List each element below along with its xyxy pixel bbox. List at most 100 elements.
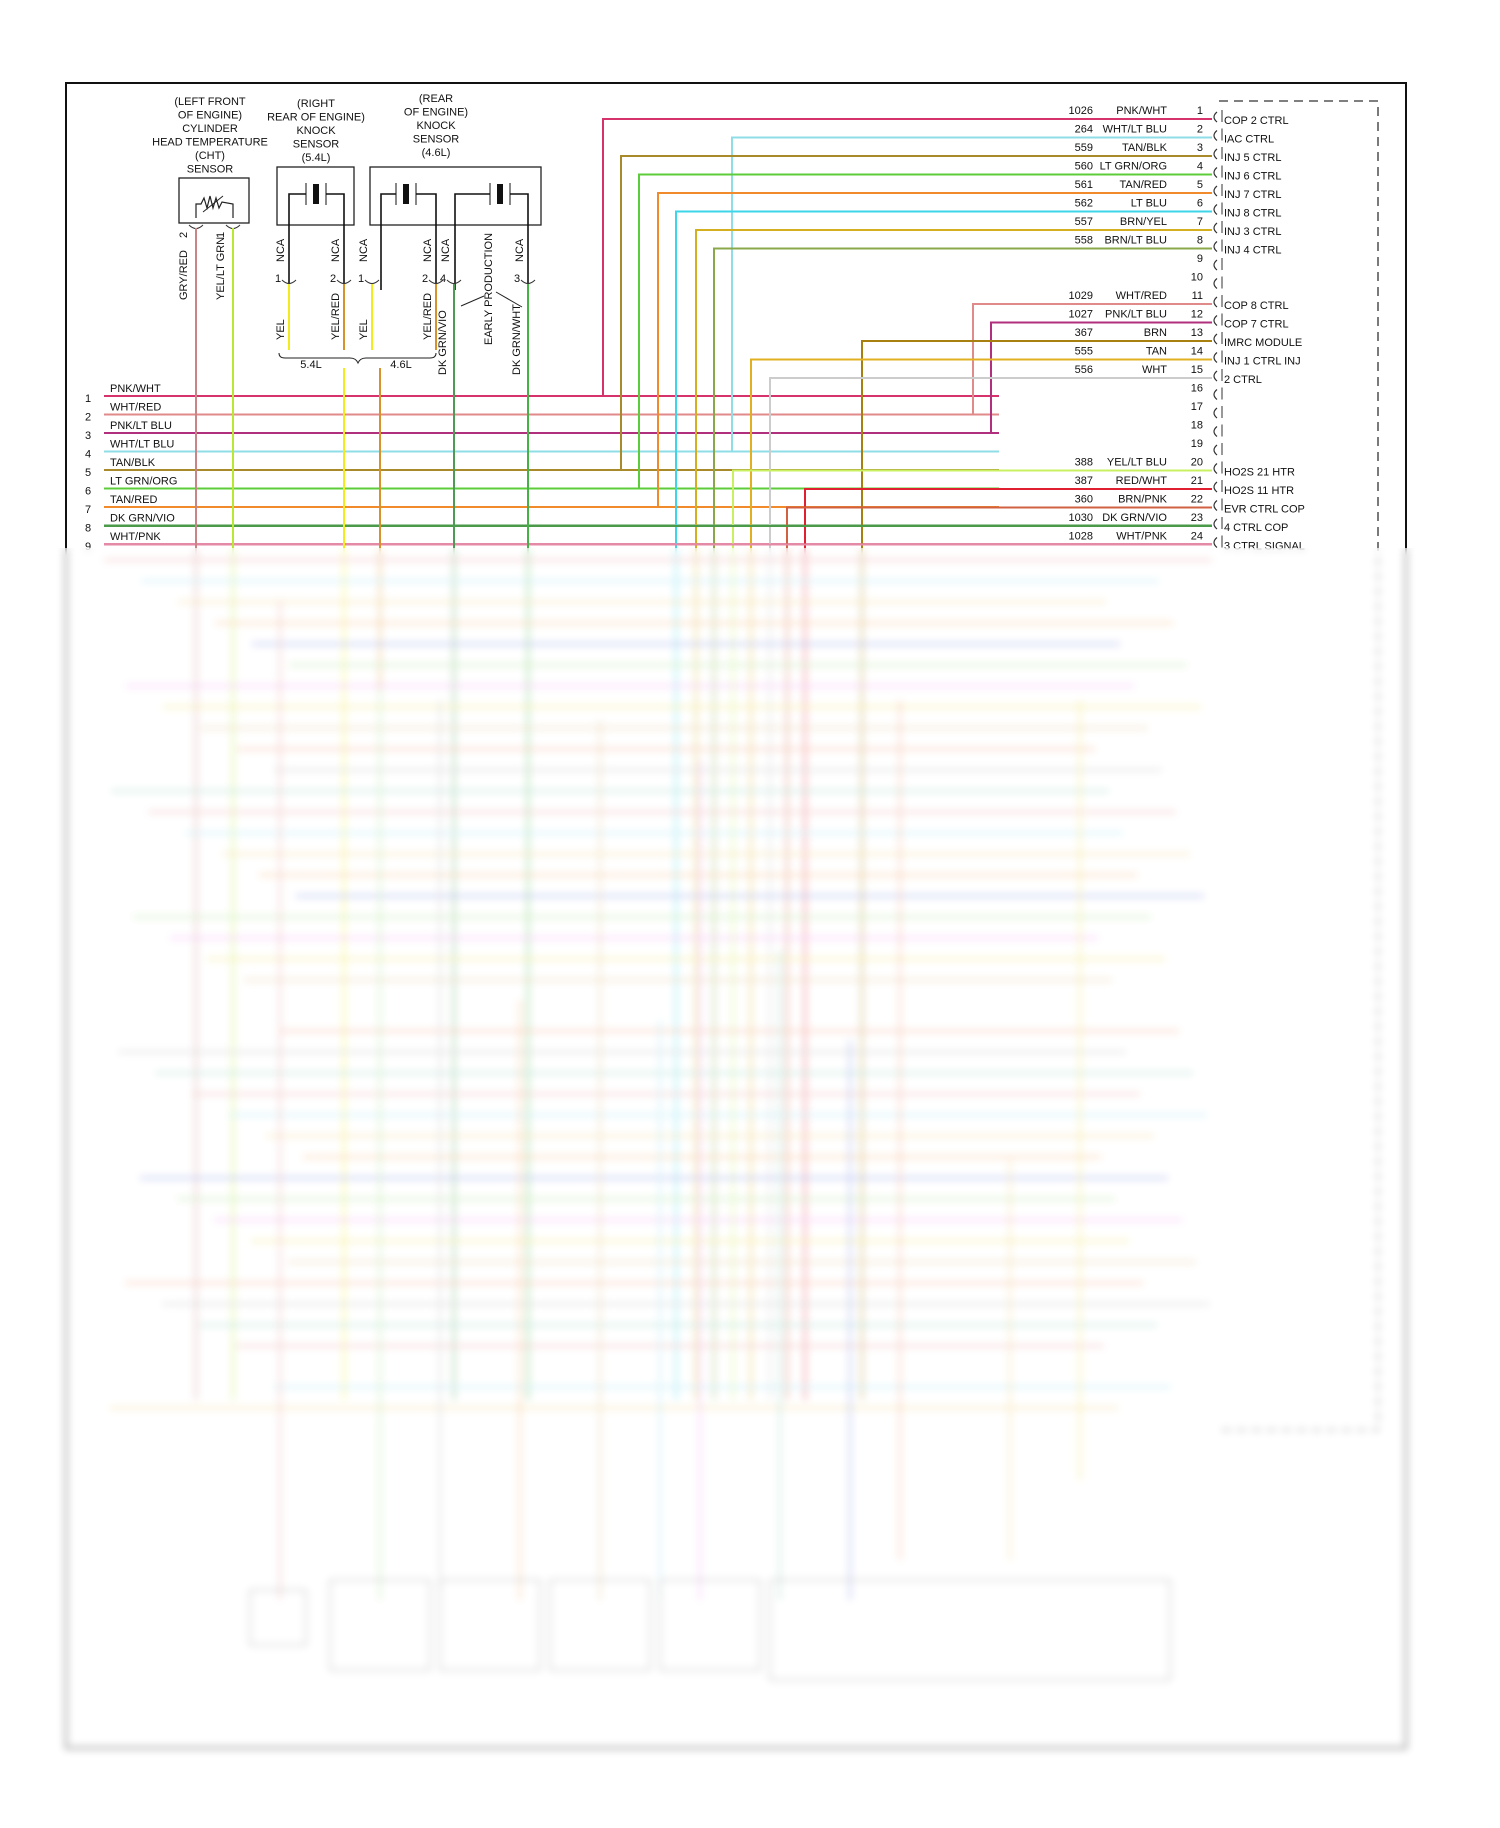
left-pin-number: 8	[85, 523, 91, 535]
left-pin-number: 9	[85, 541, 91, 553]
knock-4.6l-piezo-a-lead	[380, 193, 396, 290]
pcm-pin-number: 23	[1191, 512, 1203, 524]
sensor-title-line: SENSOR	[293, 139, 340, 151]
knock-wire-label: YEL	[358, 319, 370, 340]
pcm-wire-color-label: BRN/PNK	[1118, 494, 1168, 506]
pcm-pin-number: 2	[1197, 124, 1203, 136]
pcm-wire-color-label: BRN/YEL	[1120, 216, 1167, 228]
sensor-title-line: SENSOR	[413, 134, 460, 146]
left-wire-color-label: WHT/LT BLU	[110, 439, 174, 451]
connector-pin-icon	[1213, 407, 1218, 419]
circuit-number: 387	[1075, 475, 1093, 487]
pcm-pin-function: HO2S 21 HTR	[1224, 467, 1295, 479]
pcm-pin-number: 7	[1197, 216, 1203, 228]
sensor-title-line: (4.6L)	[422, 147, 451, 159]
pcm-wire-3	[620, 155, 1212, 470]
sensor-title-line: (LEFT FRONT	[174, 96, 246, 108]
connector-pin-icon	[281, 279, 297, 284]
pcm-pin-number: 6	[1197, 198, 1203, 210]
connector-pin-icon	[225, 224, 241, 229]
arrow-icon	[460, 295, 485, 307]
left-pin-number: 7	[85, 504, 91, 516]
connector-pin-icon	[1213, 370, 1218, 382]
pcm-pin-number: 22	[1191, 494, 1203, 506]
knock-sensor-5.4l-box	[276, 166, 355, 226]
knock-5.4l-piezo-lead	[288, 193, 306, 290]
pcm-pin-number: 11	[1192, 290, 1203, 302]
connector-pin-icon	[1213, 148, 1218, 160]
pcm-pin-function: INJ 8 CTRL	[1224, 208, 1281, 220]
cht-wire-label: GRY/RED	[178, 250, 190, 300]
pcm-pin-number: 1	[1197, 105, 1203, 117]
left-pin-number: 4	[85, 449, 91, 461]
connector-pin-icon	[1213, 167, 1218, 178]
knock-pin-number: 3	[514, 273, 520, 285]
circuit-number: 561	[1075, 179, 1093, 191]
connector-pin-icon	[1213, 481, 1218, 493]
connector-pin-icon	[1213, 185, 1218, 197]
knock-wire-label: DK GRN/WHT	[511, 304, 523, 375]
nca-label: NCA	[422, 238, 434, 262]
connector-pin-icon	[1213, 259, 1218, 271]
nca-label: NCA	[275, 238, 287, 262]
pcm-wire-color-label: TAN/RED	[1120, 179, 1168, 191]
sensor-title-line: OF ENGINE)	[178, 110, 242, 122]
pcm-pin-number: 12	[1191, 309, 1203, 321]
pcm-pin-function: INJ 1 CTRL INJ	[1224, 356, 1301, 368]
knock-pin-number: 4	[440, 273, 446, 285]
pcm-pin-number: 19	[1191, 438, 1203, 450]
sensor-title-line: (5.4L)	[302, 152, 331, 164]
brace-label-5.4l: 5.4L	[300, 359, 321, 371]
pcm-pin-function: COP 2 CTRL	[1224, 115, 1289, 127]
sensor-title-line: KNOCK	[296, 125, 336, 137]
circuit-number: 1030	[1069, 512, 1093, 524]
pcm-pin-function: 4 CTRL COP	[1224, 522, 1288, 534]
pcm-pin-number: 3	[1197, 142, 1203, 154]
pcm-pin-number: 20	[1191, 457, 1203, 469]
knock-4.6l-piezo-a-crystal-icon	[403, 184, 409, 204]
pcm-pin-number: 21	[1191, 475, 1203, 487]
circuit-number: 388	[1075, 457, 1093, 469]
pcm-pin-number: 14	[1191, 346, 1203, 358]
circuit-number: 560	[1075, 161, 1093, 173]
circuit-number: 360	[1075, 494, 1093, 506]
circuit-number: 557	[1075, 216, 1093, 228]
pcm-wire-1	[602, 118, 1212, 396]
pcm-wire-color-label: WHT/RED	[1116, 290, 1167, 302]
pcm-wire-color-label: TAN	[1146, 346, 1167, 358]
pcm-pin-number: 17	[1191, 401, 1203, 413]
left-wire-color-label: WHT/RED	[110, 402, 161, 414]
connector-pin-icon	[1213, 315, 1218, 326]
knock-wire-label: YEL/RED	[330, 293, 342, 340]
pcm-wire-color-label: YEL/LT BLU	[1107, 457, 1167, 469]
nca-label: NCA	[440, 238, 452, 262]
sensor-title-line: (REAR	[419, 93, 453, 105]
pcm-pin-function: INJ 5 CTRL	[1224, 152, 1281, 164]
circuit-number: 1028	[1069, 531, 1093, 543]
circuit-number: 556	[1075, 364, 1093, 376]
connector-pin-icon	[336, 279, 352, 284]
knock-4.6l-piezo-b-crystal-icon	[497, 184, 503, 204]
circuit-number: 1027	[1069, 309, 1093, 321]
connector-pin-icon	[188, 224, 204, 229]
pcm-wire-color-label: PNK/LT BLU	[1105, 309, 1167, 321]
left-wire-color-label: PNK/WHT	[110, 383, 161, 395]
left-wire-color-label: DK GRN/VIO	[110, 513, 175, 525]
pcm-pin-number: 16	[1191, 383, 1203, 395]
connector-pin-icon	[364, 279, 380, 284]
pcm-wire-color-label: DK GRN/VIO	[1102, 512, 1167, 524]
pcm-wire-color-label: WHT/PNK	[1116, 531, 1167, 543]
connector-pin-icon	[1213, 130, 1218, 141]
pcm-wire-2	[731, 136, 1212, 452]
circuit-number: 367	[1075, 327, 1093, 339]
pcm-pin-function: EVR CTRL COP	[1224, 504, 1305, 516]
sensor-title-line: (CHT)	[195, 150, 225, 162]
nca-label: NCA	[330, 238, 342, 262]
pcm-pin-function: INJ 3 CTRL	[1224, 226, 1281, 238]
left-wire-color-label: PNK/LT BLU	[110, 420, 172, 432]
left-wire-color-label: LT GRN/ORG	[110, 476, 177, 488]
connector-pin-icon	[1213, 463, 1218, 474]
sensor-title-line: CYLINDER	[182, 123, 238, 135]
left-pin-number: 1	[85, 393, 91, 405]
